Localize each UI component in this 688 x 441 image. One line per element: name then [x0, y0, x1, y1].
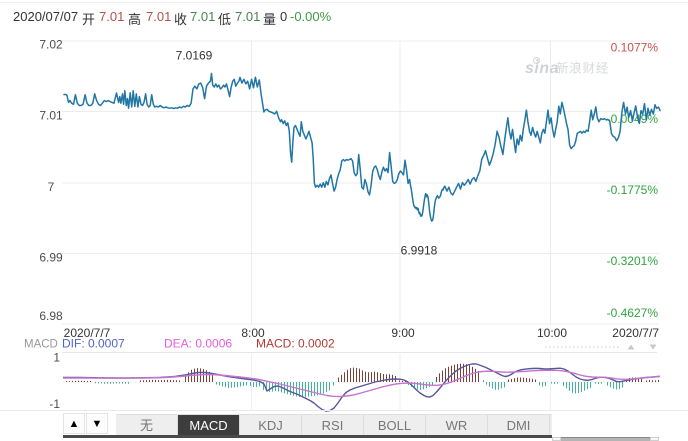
- svg-text:-0.1775%: -0.1775%: [607, 183, 659, 197]
- svg-text:sina: sina: [525, 60, 559, 77]
- svg-text:7.0169: 7.0169: [176, 49, 213, 63]
- svg-text:DIF: 0.0007: DIF: 0.0007: [62, 337, 125, 351]
- svg-text:MACD: MACD: [24, 339, 58, 351]
- svg-text:-1: -1: [49, 397, 60, 411]
- svg-text:-0.3201%: -0.3201%: [607, 254, 659, 268]
- svg-text:0.1077%: 0.1077%: [611, 40, 659, 54]
- svg-text:9:00: 9:00: [391, 326, 415, 340]
- svg-text:-0.4627%: -0.4627%: [607, 306, 659, 320]
- svg-text:6.99: 6.99: [39, 251, 63, 265]
- svg-text:7.02: 7.02: [39, 38, 63, 52]
- svg-text:2020/7/7: 2020/7/7: [64, 326, 111, 340]
- svg-text:2020/7/7: 2020/7/7: [612, 326, 659, 340]
- svg-text:7.01: 7.01: [39, 109, 63, 123]
- svg-text:MACD: 0.0002: MACD: 0.0002: [256, 337, 335, 351]
- svg-text:10:00: 10:00: [537, 326, 567, 340]
- svg-text:6.9918: 6.9918: [401, 244, 438, 258]
- svg-text:6.98: 6.98: [39, 309, 63, 323]
- svg-text:新浪财经: 新浪财经: [556, 61, 609, 76]
- svg-text:7: 7: [48, 180, 55, 194]
- svg-text:1: 1: [53, 351, 60, 365]
- svg-text:8:00: 8:00: [241, 326, 265, 340]
- svg-text:DEA: 0.0006: DEA: 0.0006: [164, 337, 232, 351]
